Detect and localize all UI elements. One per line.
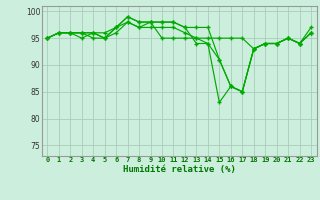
X-axis label: Humidité relative (%): Humidité relative (%) xyxy=(123,165,236,174)
